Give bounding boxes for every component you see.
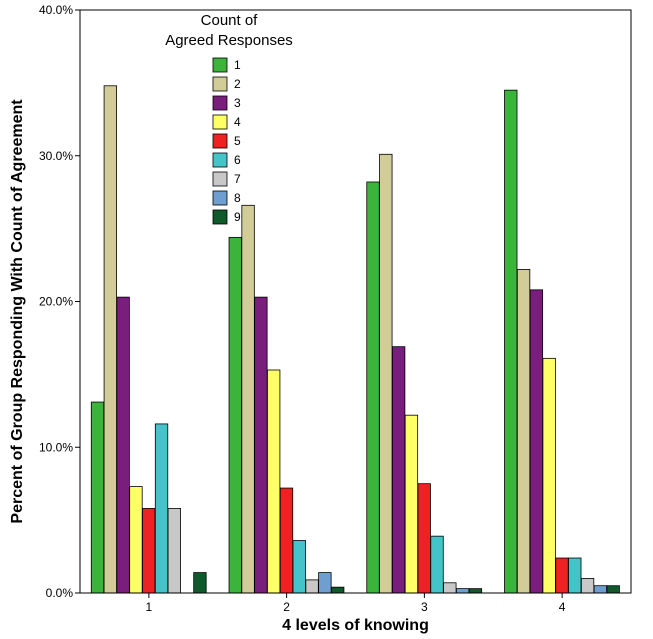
bar-2-series-3 bbox=[254, 296, 268, 594]
legend-swatch-9 bbox=[212, 209, 228, 225]
bar-4-series-4 bbox=[542, 357, 556, 594]
bar-3-series-3 bbox=[391, 346, 406, 594]
bar-1-series-7 bbox=[167, 508, 181, 594]
x-axis: 1 2 3 4 bbox=[146, 593, 566, 614]
bar-4-series-1 bbox=[504, 89, 518, 594]
bar-4-series-6 bbox=[568, 557, 582, 594]
legend-label: 4 bbox=[234, 115, 241, 129]
legend-label: 7 bbox=[234, 172, 241, 186]
y-tick-label: 20.0% bbox=[39, 295, 73, 309]
bar-4-series-8 bbox=[593, 585, 608, 594]
y-tick-label: 40.0% bbox=[39, 3, 73, 17]
bar-2-series-7 bbox=[305, 579, 319, 594]
bar-3-series-4 bbox=[404, 414, 419, 594]
legend-swatch-8 bbox=[212, 190, 228, 206]
legend-label: 6 bbox=[234, 153, 241, 167]
bar-1-series-5 bbox=[142, 508, 156, 594]
bar-1-series-1 bbox=[90, 401, 105, 594]
legend-label: 2 bbox=[234, 77, 241, 91]
legend: Count of Agreed Responses 1 2 3 4 5 6 7 8 9 bbox=[165, 12, 293, 225]
bar-2-series-4 bbox=[267, 369, 281, 594]
legend-title: Agreed Responses bbox=[165, 32, 293, 49]
y-tick-label: 30.0% bbox=[39, 149, 73, 163]
legend-swatch-6 bbox=[212, 152, 228, 168]
bar-4-series-9 bbox=[606, 585, 620, 594]
bar-3-series-1 bbox=[366, 181, 380, 594]
bar-1-series-9 bbox=[193, 572, 207, 594]
x-axis-title: 4 levels of knowing bbox=[282, 617, 429, 634]
bar-1-series-4 bbox=[129, 486, 143, 594]
legend-label: 1 bbox=[234, 58, 241, 72]
y-tick-label: 0.0% bbox=[46, 586, 74, 600]
bar-4-series-2 bbox=[516, 269, 531, 594]
bars-layer bbox=[90, 85, 620, 594]
legend-title: Count of bbox=[201, 12, 259, 29]
x-tick-label: 4 bbox=[559, 600, 566, 614]
bar-3-series-6 bbox=[430, 535, 444, 594]
legend-label: 5 bbox=[234, 134, 241, 148]
bar-3-series-2 bbox=[379, 153, 393, 594]
bar-1-series-3 bbox=[116, 296, 130, 594]
bar-3-series-9 bbox=[468, 588, 483, 594]
bar-3-series-7 bbox=[443, 582, 457, 594]
bar-2-series-2 bbox=[241, 204, 255, 594]
bar-2-series-5 bbox=[279, 487, 294, 594]
legend-label: 3 bbox=[234, 96, 241, 110]
legend-swatch-5 bbox=[212, 133, 228, 149]
legend-swatch-3 bbox=[212, 95, 228, 111]
legend-label: 9 bbox=[234, 210, 241, 224]
y-axis: 0.0% 10.0% 20.0% 30.0% 40.0% bbox=[39, 3, 80, 600]
legend-label: 8 bbox=[234, 191, 241, 205]
bar-3-series-5 bbox=[417, 483, 431, 594]
x-tick-label: 3 bbox=[421, 600, 428, 614]
x-tick-label: 1 bbox=[146, 600, 153, 614]
legend-swatch-7 bbox=[212, 171, 228, 187]
legend-swatch-4 bbox=[212, 114, 228, 130]
legend-swatch-1 bbox=[212, 57, 228, 73]
bar-1-series-2 bbox=[103, 85, 117, 594]
y-axis-title: Percent of Group Responding With Count o… bbox=[9, 99, 26, 524]
bar-1-series-6 bbox=[154, 423, 169, 594]
bar-2-series-6 bbox=[292, 540, 306, 594]
bar-2-series-1 bbox=[228, 236, 242, 594]
bar-4-series-5 bbox=[555, 557, 569, 594]
bar-4-series-3 bbox=[529, 289, 544, 594]
bar-3-series-8 bbox=[455, 588, 470, 594]
bar-2-series-9 bbox=[331, 586, 345, 594]
y-tick-label: 10.0% bbox=[39, 440, 73, 454]
bar-4-series-7 bbox=[580, 578, 595, 594]
bar-2-series-8 bbox=[318, 572, 332, 594]
x-tick-label: 2 bbox=[283, 600, 290, 614]
legend-swatch-2 bbox=[212, 76, 228, 92]
